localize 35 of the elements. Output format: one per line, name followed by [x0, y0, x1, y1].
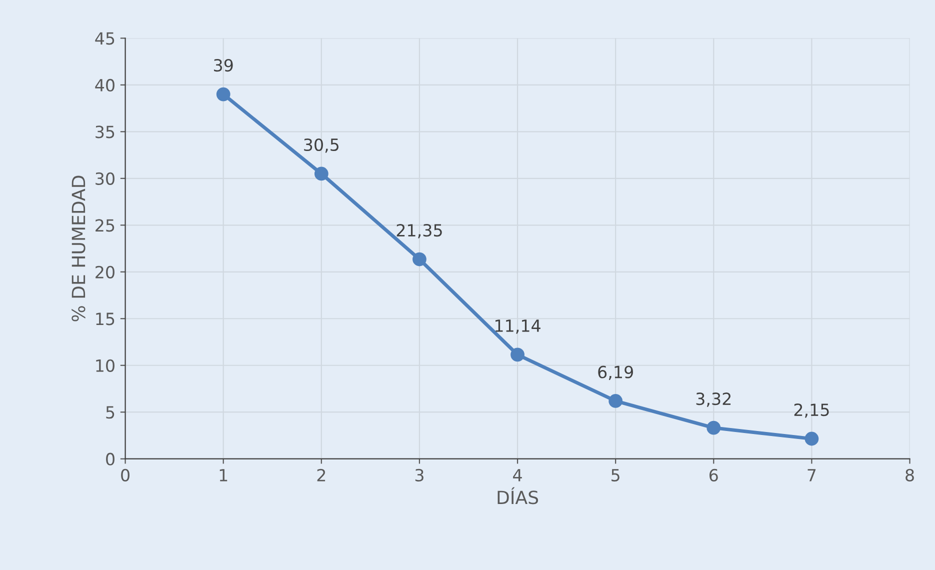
- y-tick-label: 45: [95, 32, 114, 45]
- y-tick-label: 40: [95, 78, 114, 92]
- x-tick-label: 1: [220, 469, 228, 482]
- x-tick-label: 3: [415, 468, 424, 482]
- x-tick-label: 7: [808, 469, 816, 482]
- point: [216, 87, 230, 102]
- point: [510, 348, 524, 362]
- data-label: 39: [214, 59, 233, 72]
- x-tick-label: 8: [906, 468, 914, 482]
- data-label: 6,19: [598, 366, 633, 380]
- y-tick-label: 10: [96, 359, 114, 372]
- data-label: 2,15: [794, 403, 829, 418]
- x-tick-label: 0: [121, 468, 130, 482]
- y-tick-label: 20: [96, 266, 114, 278]
- y-tick-label: 30: [96, 172, 114, 185]
- y-axis-title: % DE HUMEDAD: [72, 176, 86, 322]
- y-tick-label: 15: [96, 312, 114, 326]
- y-tick-label: 35: [96, 126, 114, 138]
- x-tick-label: 2: [317, 468, 326, 482]
- x-tick-label: 4: [513, 469, 522, 482]
- data-label: 3,32: [696, 392, 731, 407]
- x-axis-title: DÍAS: [498, 487, 538, 504]
- point: [608, 394, 623, 408]
- x-tick-label: 6: [710, 468, 718, 482]
- x-tick-label: 5: [612, 469, 620, 482]
- data-label: 30,5: [304, 138, 339, 153]
- y-tick-label: 0: [106, 452, 114, 466]
- point: [314, 166, 328, 181]
- y-tick-label: 5: [106, 406, 114, 419]
- point: [706, 420, 721, 435]
- point: [412, 252, 426, 266]
- data-label: 11,14: [495, 320, 540, 334]
- y-tick-label: 25: [96, 219, 114, 232]
- point: [804, 432, 819, 446]
- data-label: 21,35: [396, 224, 442, 238]
